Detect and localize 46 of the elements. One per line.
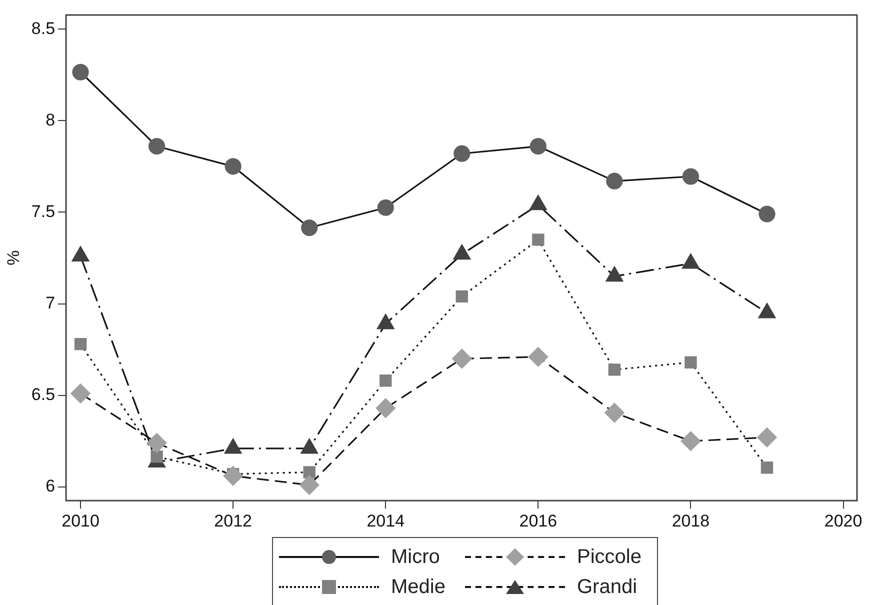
point: [303, 466, 316, 478]
point: [300, 475, 320, 495]
x-tick-label: 2020: [824, 511, 862, 530]
point: [530, 138, 546, 155]
point: [684, 356, 697, 368]
y-tick-label: 7: [46, 293, 56, 312]
point: [380, 374, 392, 387]
point: [680, 431, 701, 451]
point: [758, 206, 776, 222]
point: [223, 466, 243, 486]
point: [301, 219, 318, 236]
y-tick-label: 6.5: [31, 385, 56, 404]
point: [454, 145, 470, 162]
point: [452, 348, 472, 368]
legend-label: Grandi: [577, 576, 638, 598]
point: [682, 168, 700, 185]
y-tick-label: 7.5: [31, 202, 56, 221]
point: [72, 64, 89, 80]
legend-label: Medie: [391, 576, 446, 598]
point: [760, 462, 774, 474]
point: [456, 290, 468, 303]
y-tick-label: 8: [46, 110, 56, 130]
point: [377, 199, 394, 216]
point: [150, 450, 163, 463]
x-tick-label: 2014: [366, 511, 405, 530]
point: [148, 138, 166, 155]
x-tick-label: 2012: [214, 511, 252, 530]
point: [74, 338, 87, 350]
legend-label: Micro: [391, 546, 440, 568]
point: [224, 158, 242, 175]
point: [606, 172, 623, 190]
point: [528, 347, 548, 367]
point: [532, 234, 544, 246]
legend-label: Piccole: [577, 546, 642, 568]
point: [757, 428, 777, 448]
y-tick-label: 8.5: [31, 18, 56, 38]
y-axis-title: %: [4, 250, 23, 266]
x-tick-label: 2010: [62, 511, 100, 530]
point: [608, 364, 621, 376]
x-tick-label: 2016: [519, 511, 558, 530]
point: [147, 433, 167, 453]
point: [376, 398, 396, 418]
y-tick-label: 6: [46, 476, 56, 496]
x-tick-label: 2018: [672, 511, 710, 530]
point: [604, 402, 624, 423]
point: [70, 384, 90, 404]
